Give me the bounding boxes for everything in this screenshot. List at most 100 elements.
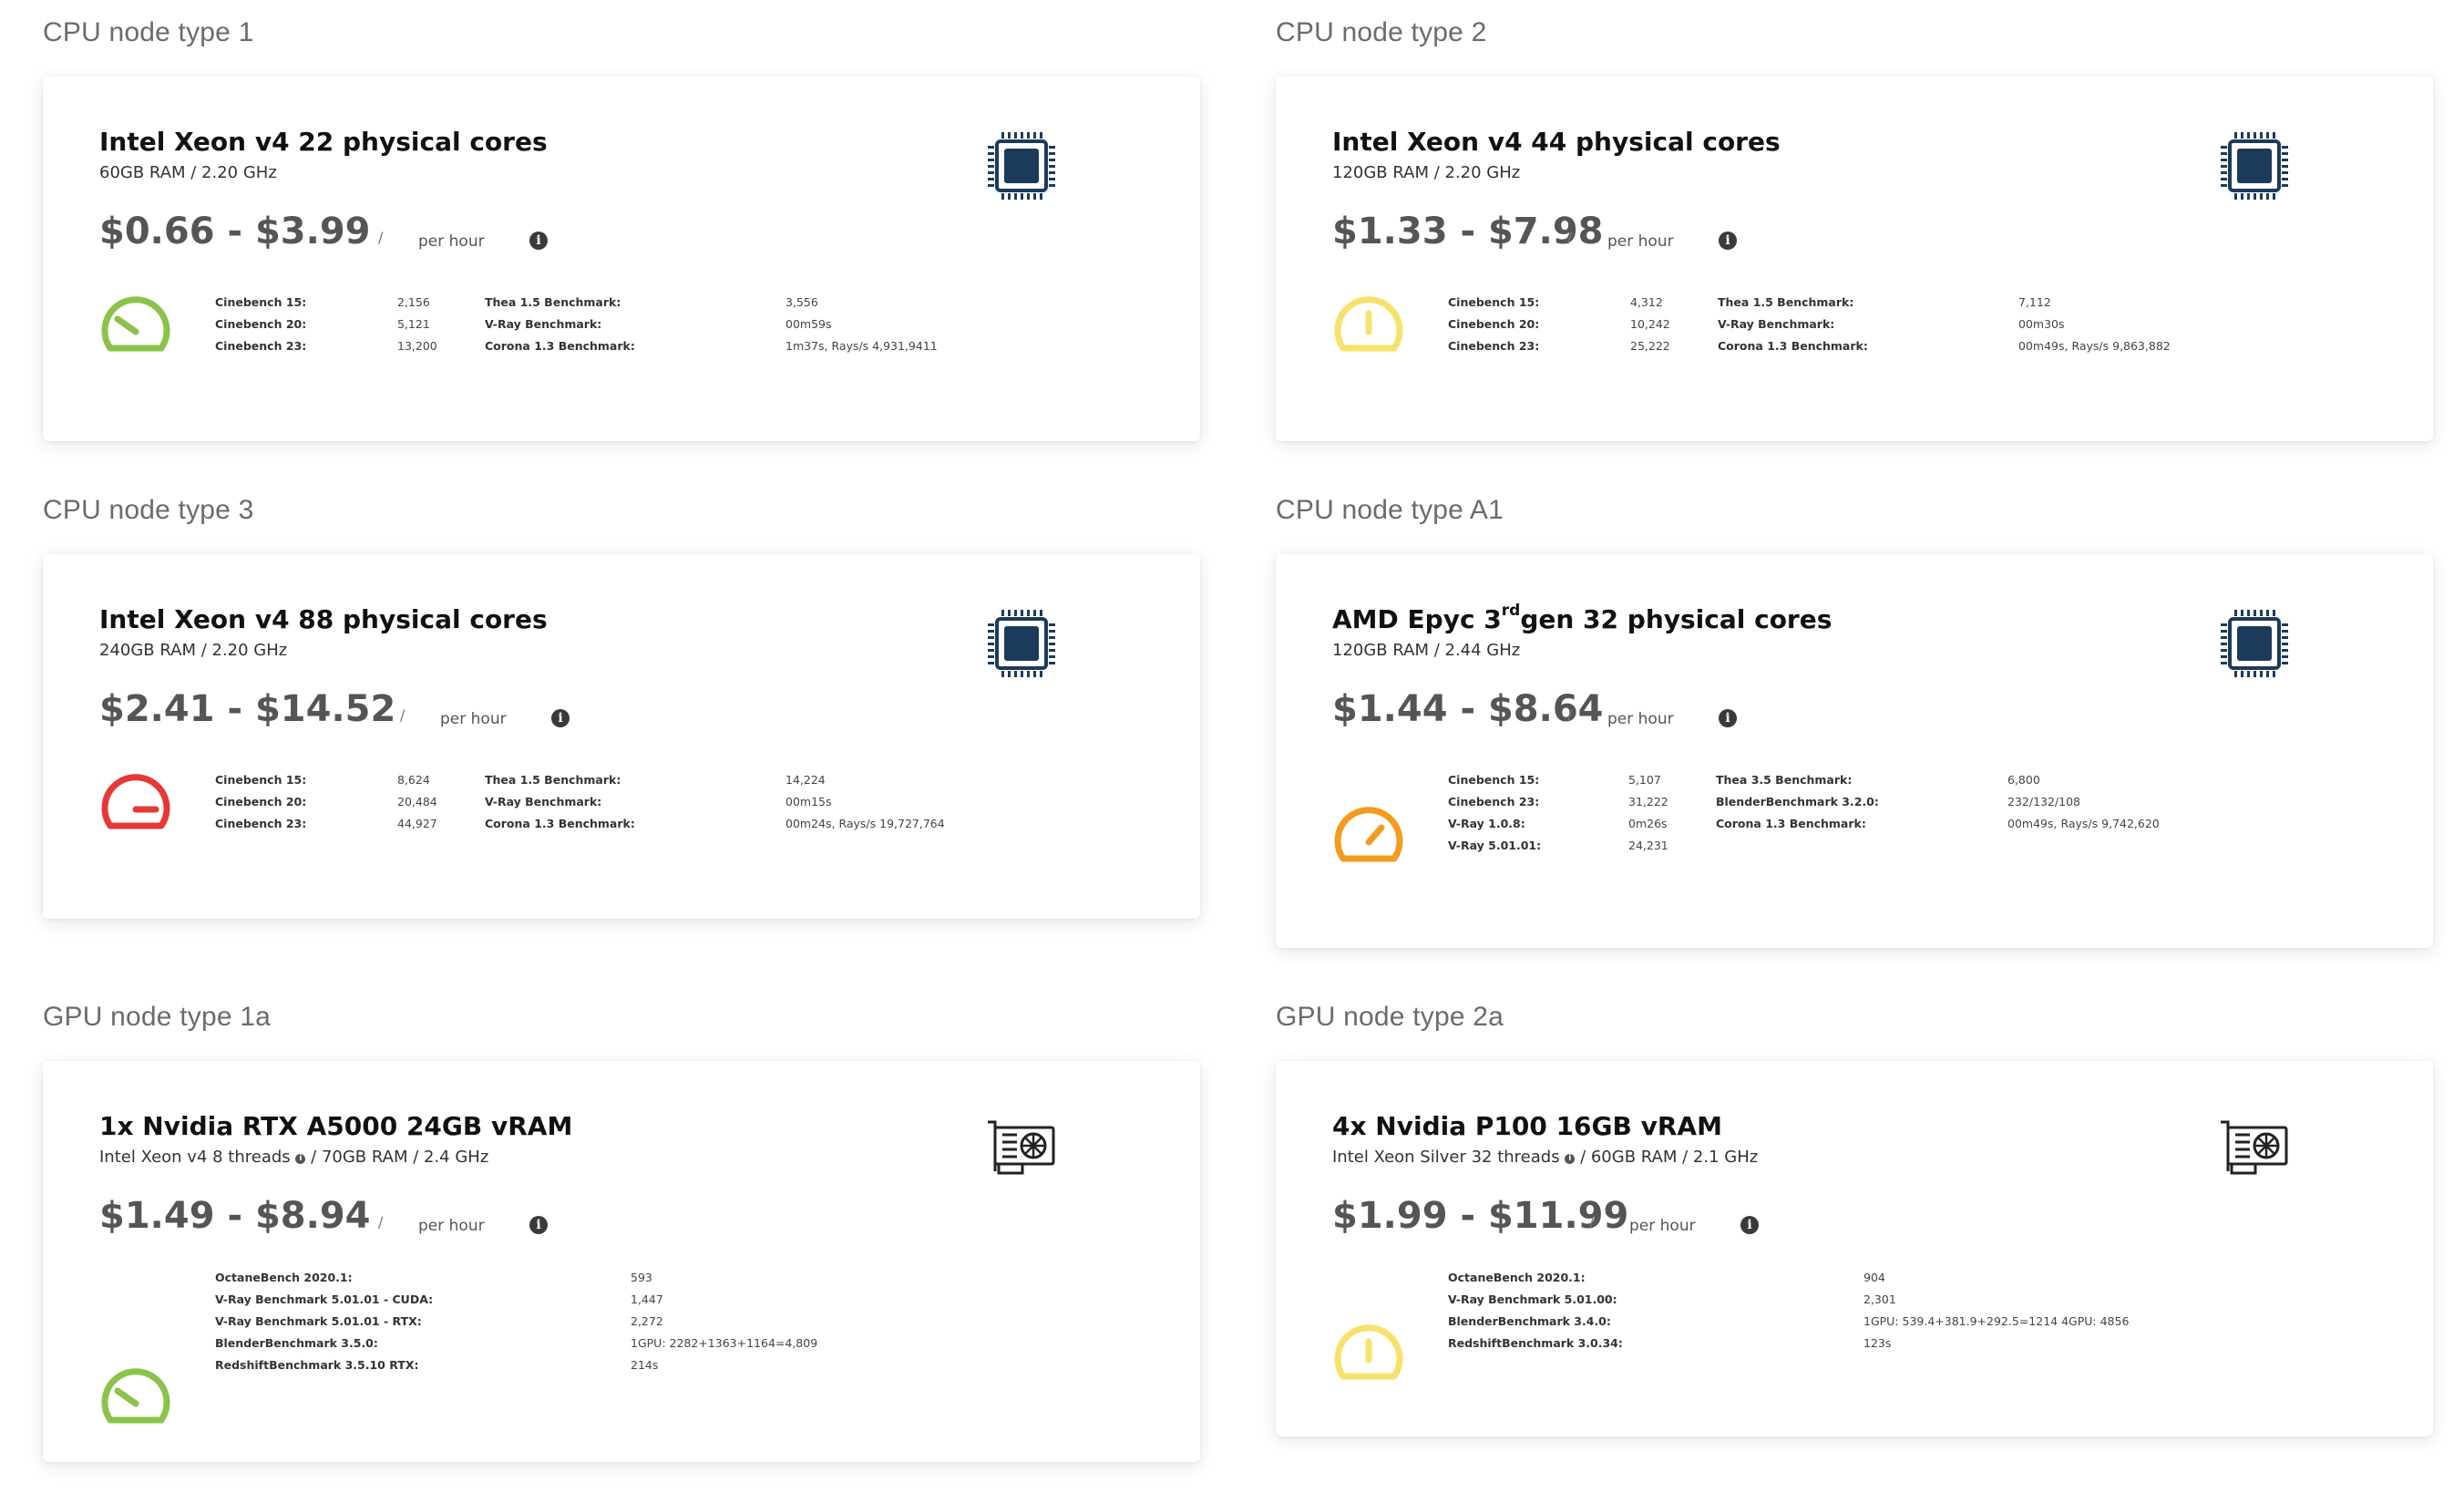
benchmark-value: 5,121 — [397, 317, 430, 331]
cpu-chip-icon — [988, 610, 1055, 677]
price-range: $1.49 - $8.94 — [99, 1195, 371, 1237]
benchmark-value: 20,484 — [397, 795, 437, 808]
gpu-card-icon — [988, 1120, 1055, 1175]
benchmark-name: BlenderBenchmark 3.2.0: — [1716, 795, 1879, 808]
node-subtitle: Intel Xeon Silver 32 threads i / 60GB RA… — [1332, 1148, 1759, 1167]
benchmark-value: 4,312 — [1630, 295, 1663, 309]
benchmark-name: Thea 1.5 Benchmark: — [485, 295, 621, 309]
section-cpu-node-type-3: CPU node type 3 Intel Xeon v4 88 physica… — [43, 492, 1200, 919]
benchmark-name: V-Ray Benchmark 5.01.01 - CUDA: — [215, 1292, 434, 1306]
benchmark-value: 1GPU: 2282+1363+1164=4,809 — [631, 1336, 818, 1350]
node-card[interactable]: Intel Xeon v4 88 physical cores 240GB RA… — [43, 554, 1200, 919]
benchmark-value: 6,800 — [2007, 773, 2040, 787]
benchmark-name: V-Ray Benchmark: — [1718, 317, 1835, 331]
benchmark-name: Cinebench 20: — [215, 795, 307, 808]
benchmark-value: 31,222 — [1628, 795, 1668, 808]
benchmark-name: Corona 1.3 Benchmark: — [485, 817, 635, 830]
price-slash: / — [1567, 706, 1573, 724]
cpu-chip-icon — [2221, 132, 2288, 200]
benchmark-value: 10,242 — [1630, 317, 1670, 331]
info-icon[interactable]: i — [1719, 232, 1737, 250]
price-range: $1.99 - $11.99 — [1332, 1195, 1629, 1237]
benchmark-value: 1m37s, Rays/s 4,931,9411 — [785, 339, 938, 353]
node-card[interactable]: 4x Nvidia P100 16GB vRAM Intel Xeon Silv… — [1276, 1061, 2433, 1436]
per-hour-label: per hour — [1607, 710, 1674, 728]
price-slash: / — [1567, 229, 1573, 246]
node-title: Intel Xeon v4 44 physical cores — [1332, 127, 1781, 157]
benchmark-name: Corona 1.3 Benchmark: — [485, 339, 635, 353]
benchmark-name: V-Ray Benchmark: — [485, 795, 602, 808]
benchmark-value: 14,224 — [785, 773, 826, 787]
per-hour-label: per hour — [440, 710, 507, 728]
section-gpu-node-type-1a: GPU node type 1a 1x Nvidia RTX A5000 24G… — [43, 999, 1200, 1462]
node-card[interactable]: 1x Nvidia RTX A5000 24GB vRAM Intel Xeon… — [43, 1061, 1200, 1462]
section-heading: CPU node type A1 — [1276, 495, 1504, 525]
threads-info-icon[interactable]: i — [1565, 1154, 1576, 1164]
info-icon[interactable]: i — [1719, 709, 1737, 727]
performance-gauge-icon — [101, 774, 170, 829]
benchmark-table: OctaneBench 2020.1: 904 V-Ray Benchmark … — [1448, 1267, 2359, 1358]
benchmark-name: Thea 1.5 Benchmark: — [485, 773, 621, 787]
benchmark-value: 25,222 — [1630, 339, 1670, 353]
price-slash: / — [1589, 1213, 1595, 1230]
benchmark-value: 00m49s, Rays/s 9,863,882 — [2018, 339, 2171, 353]
benchmark-name: Cinebench 20: — [215, 317, 307, 331]
info-icon[interactable]: i — [529, 232, 548, 250]
benchmark-value: 00m24s, Rays/s 19,727,764 — [785, 817, 945, 830]
gpu-card-icon — [2221, 1120, 2288, 1175]
per-hour-label: per hour — [1607, 232, 1674, 251]
cpu-chip-icon — [988, 132, 1055, 200]
benchmark-value: 13,200 — [397, 339, 437, 353]
benchmark-table: OctaneBench 2020.1: 593 V-Ray Benchmark … — [215, 1267, 1126, 1380]
benchmark-value: 123s — [1863, 1336, 1892, 1350]
node-subtitle: 120GB RAM / 2.20 GHz — [1332, 163, 1521, 182]
section-gpu-node-type-2a: GPU node type 2a 4x Nvidia P100 16GB vRA… — [1276, 999, 2433, 1436]
benchmark-name: Cinebench 23: — [1448, 795, 1540, 808]
info-icon[interactable]: i — [551, 709, 570, 727]
benchmark-name: Cinebench 15: — [1448, 295, 1540, 309]
section-heading: CPU node type 2 — [1276, 17, 1487, 47]
benchmark-name: Cinebench 15: — [215, 773, 307, 787]
benchmark-value: 7,112 — [2018, 295, 2051, 309]
benchmark-name: BlenderBenchmark 3.5.0: — [215, 1336, 378, 1350]
node-subtitle: 240GB RAM / 2.20 GHz — [99, 641, 288, 660]
node-title: Intel Xeon v4 88 physical cores — [99, 604, 548, 634]
benchmark-name: V-Ray Benchmark 5.01.01 - RTX: — [215, 1314, 422, 1328]
info-icon[interactable]: i — [1740, 1216, 1759, 1234]
benchmark-value: 0m26s — [1628, 817, 1668, 830]
cpu-chip-icon — [2221, 610, 2288, 677]
performance-gauge-icon — [101, 1368, 170, 1424]
node-card[interactable]: Intel Xeon v4 22 physical cores 60GB RAM… — [43, 77, 1200, 441]
benchmark-name: Cinebench 23: — [215, 339, 307, 353]
benchmark-name: Thea 3.5 Benchmark: — [1716, 773, 1853, 787]
benchmark-name: V-Ray 1.0.8: — [1448, 817, 1525, 830]
price-range: $0.66 - $3.99 — [99, 211, 371, 252]
benchmark-name: V-Ray 5.01.01: — [1448, 839, 1542, 852]
node-card[interactable]: Intel Xeon v4 44 physical cores 120GB RA… — [1276, 77, 2433, 441]
benchmark-name: Cinebench 23: — [1448, 339, 1540, 353]
benchmark-name: BlenderBenchmark 3.4.0: — [1448, 1314, 1611, 1328]
node-card[interactable]: AMD Epyc 3rdgen 32 physical cores 120GB … — [1276, 554, 2433, 948]
threads-info-icon[interactable]: i — [295, 1154, 306, 1164]
benchmark-value: 2,272 — [631, 1314, 663, 1328]
node-title: 4x Nvidia P100 16GB vRAM — [1332, 1111, 1722, 1141]
benchmark-value: 2,156 — [397, 295, 430, 309]
section-heading: GPU node type 1a — [43, 1002, 272, 1032]
node-title: Intel Xeon v4 22 physical cores — [99, 127, 548, 157]
benchmark-name: V-Ray Benchmark 5.01.00: — [1448, 1292, 1617, 1306]
performance-gauge-icon — [1334, 296, 1403, 352]
benchmark-table: Cinebench 15: 4,312 Cinebench 20: 10,242… — [1448, 292, 2359, 365]
benchmark-table: Cinebench 15: 8,624 Cinebench 20: 20,484… — [215, 769, 1126, 842]
benchmark-value: 5,107 — [1628, 773, 1661, 787]
price-range: $1.33 - $7.98 — [1332, 211, 1604, 252]
benchmark-table: Cinebench 15: 5,107 Cinebench 23: 31,222… — [1448, 769, 2359, 860]
benchmark-name: Thea 1.5 Benchmark: — [1718, 295, 1854, 309]
node-subtitle: Intel Xeon v4 8 threads i / 70GB RAM / 2… — [99, 1148, 489, 1167]
benchmark-value: 8,624 — [397, 773, 430, 787]
benchmark-value: 00m15s — [785, 795, 832, 808]
section-heading: GPU node type 2a — [1276, 1002, 1504, 1032]
benchmark-value: 00m59s — [785, 317, 832, 331]
benchmark-name: Corona 1.3 Benchmark: — [1718, 339, 1868, 353]
info-icon[interactable]: i — [529, 1216, 548, 1234]
benchmark-name: OctaneBench 2020.1: — [1448, 1271, 1586, 1284]
